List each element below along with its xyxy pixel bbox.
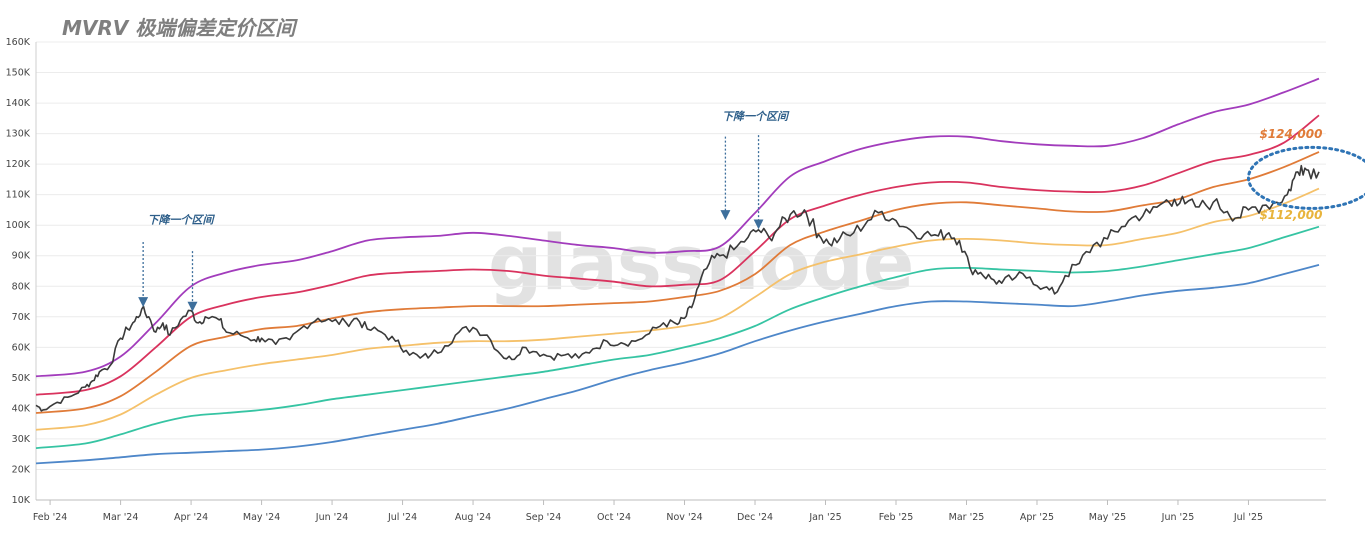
x-tick-label: Jun '25 xyxy=(1161,512,1195,523)
band-line-3 xyxy=(35,151,1320,414)
annotation-label: 下降一个区间 xyxy=(722,110,790,123)
x-tick-label: Oct '24 xyxy=(597,512,631,523)
x-tick-label: Jun '24 xyxy=(315,512,349,523)
y-tick-label: 90K xyxy=(12,251,31,262)
x-tick-label: Feb '25 xyxy=(879,512,914,523)
highlight-ellipse xyxy=(1246,145,1365,210)
x-tick-label: Jul '25 xyxy=(1233,512,1263,523)
x-tick-label: Feb '24 xyxy=(33,512,68,523)
x-tick-label: May '24 xyxy=(243,512,280,523)
band-line-6 xyxy=(35,264,1320,465)
x-tick-label: Aug '24 xyxy=(455,512,491,523)
y-tick-label: 80K xyxy=(12,281,31,292)
x-tick-label: May '25 xyxy=(1089,512,1126,523)
y-tick-label: 10K xyxy=(12,495,31,506)
band-line-5 xyxy=(35,225,1320,449)
band-line-2 xyxy=(35,114,1320,396)
y-tick-label: 50K xyxy=(12,373,31,384)
x-tick-label: Apr '24 xyxy=(174,512,208,523)
chart-title: MVRV 极端偏差定价区间 xyxy=(62,16,296,40)
x-tick-label: Dec '24 xyxy=(737,512,773,523)
axes: 10K 20K 30K 40K 50K 60K 70K 80K 90K 100K 110K 120K 1… xyxy=(6,37,1326,523)
y-tick-label: 70K xyxy=(12,312,31,323)
price-line-group xyxy=(35,164,1320,412)
y-tick-label: 60K xyxy=(12,342,31,353)
band-line-1 xyxy=(35,77,1320,378)
x-tick-label: Nov '24 xyxy=(666,512,702,523)
y-tick-label: 20K xyxy=(12,464,31,475)
y-tick-label: 100K xyxy=(6,220,31,231)
x-tick-label: Jan '25 xyxy=(808,512,841,523)
price-label: $112,000 xyxy=(1259,208,1322,222)
y-tick-label: 110K xyxy=(6,190,31,201)
y-tick-label: 120K xyxy=(6,159,31,170)
price-label: $124,000 xyxy=(1259,127,1322,141)
y-tick-label: 130K xyxy=(6,129,31,140)
y-tick-label: 40K xyxy=(12,403,31,414)
x-tick-label: Mar '25 xyxy=(949,512,985,523)
y-tick-label: 140K xyxy=(6,98,31,109)
y-tick-label: 160K xyxy=(6,37,31,48)
band-lines xyxy=(35,77,1320,465)
band-line-4 xyxy=(35,187,1320,431)
price-line xyxy=(35,164,1320,412)
y-tick-label: 30K xyxy=(12,434,31,445)
annotation-label: 下降一个区间 xyxy=(148,214,216,227)
x-tick-label: Jul '24 xyxy=(387,512,417,523)
x-tick-label: Sep '24 xyxy=(526,512,562,523)
y-tick-label: 150K xyxy=(6,68,31,79)
x-tick-label: Apr '25 xyxy=(1020,512,1054,523)
grid xyxy=(36,41,1326,470)
x-tick-label: Mar '24 xyxy=(103,512,139,523)
